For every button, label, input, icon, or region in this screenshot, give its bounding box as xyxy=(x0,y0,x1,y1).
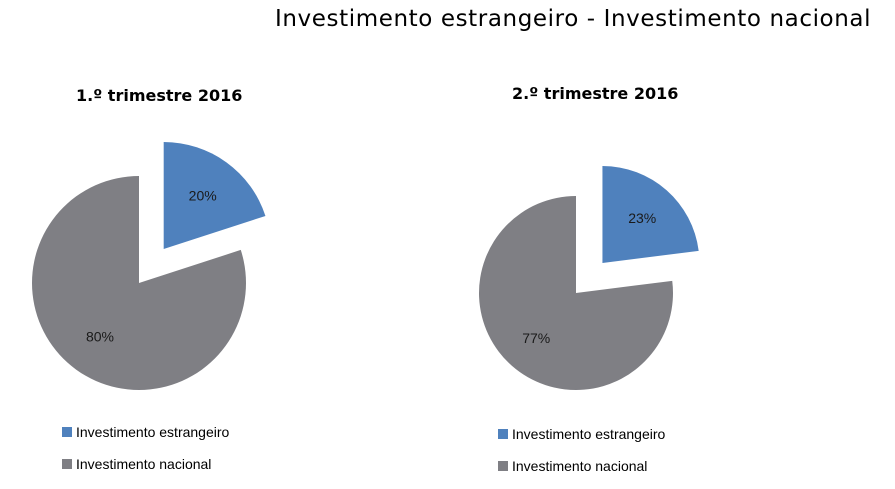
legend-swatch-nacional xyxy=(62,459,72,469)
legend-chart-1: Investimento estrangeiro Investimento na… xyxy=(62,423,229,487)
legend-item-nacional: Investimento nacional xyxy=(498,457,665,475)
pie-slice-investimento-nacional xyxy=(31,176,246,390)
legend-label-nacional: Investimento nacional xyxy=(512,458,648,474)
slice-label-investimento-estrangeiro: 20% xyxy=(189,187,217,203)
chart-2-title: 2.º trimestre 2016 xyxy=(512,84,679,103)
pie-chart-1: 20% 80% xyxy=(31,142,266,390)
legend-item-nacional: Investimento nacional xyxy=(62,455,229,473)
legend-swatch-nacional xyxy=(498,461,508,471)
legend-label-estrangeiro: Investimento estrangeiro xyxy=(76,424,230,440)
chart-1-title: 1.º trimestre 2016 xyxy=(76,86,243,105)
pie-chart-2: 23% 77% xyxy=(478,165,699,390)
pie-slice-investimento-nacional xyxy=(478,196,673,390)
slice-label-investimento-nacional: 80% xyxy=(86,329,114,345)
legend-swatch-estrangeiro xyxy=(62,427,72,437)
pie-slice-investimento-estrangeiro xyxy=(602,165,699,263)
legend-swatch-estrangeiro xyxy=(498,429,508,439)
legend-item-estrangeiro: Investimento estrangeiro xyxy=(62,423,229,441)
legend-label-nacional: Investimento nacional xyxy=(76,456,212,472)
main-title: Investimento estrangeiro - Investimento … xyxy=(275,6,872,32)
legend-chart-2: Investimento estrangeiro Investimento na… xyxy=(498,425,665,489)
slice-label-investimento-estrangeiro: 23% xyxy=(628,210,656,226)
legend-label-estrangeiro: Investimento estrangeiro xyxy=(512,426,666,442)
pie-slice-investimento-estrangeiro xyxy=(163,142,266,250)
slice-label-investimento-nacional: 77% xyxy=(522,330,550,346)
legend-item-estrangeiro: Investimento estrangeiro xyxy=(498,425,665,443)
